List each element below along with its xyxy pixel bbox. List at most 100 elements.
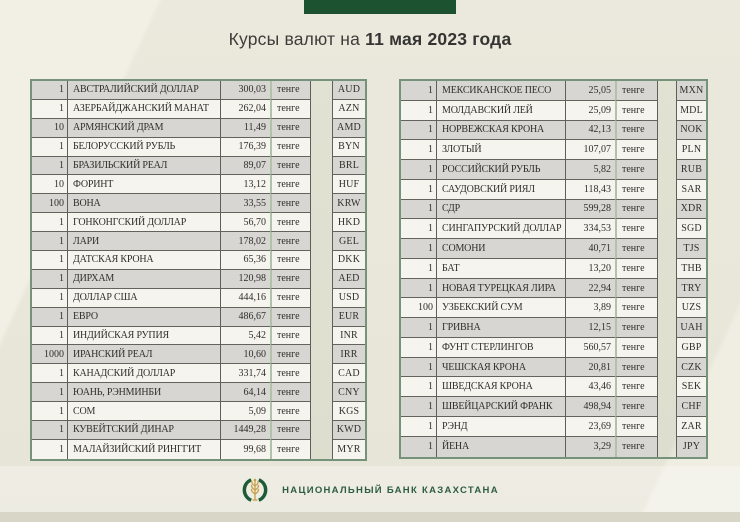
spacer-cell bbox=[658, 436, 676, 457]
rate-cell: 599,28 bbox=[566, 199, 615, 220]
quantity-cell: 1 bbox=[32, 402, 68, 422]
currency-code-cell: KGS bbox=[332, 402, 365, 422]
unit-cell: тенге bbox=[615, 377, 658, 398]
spacer-cell bbox=[311, 118, 332, 138]
quantity-cell: 1 bbox=[401, 199, 437, 220]
table-row: 10 АРМЯНСКИЙ ДРАМ 11,49 тенге AMD bbox=[32, 118, 365, 138]
quantity-cell: 1 bbox=[401, 278, 437, 299]
currency-name-cell: СИНГАПУРСКИЙ ДОЛЛАР bbox=[437, 219, 566, 240]
unit-cell: тенге bbox=[615, 140, 658, 161]
quantity-cell: 1 bbox=[32, 251, 68, 270]
currency-name-cell: ДОЛЛАР США bbox=[68, 288, 221, 308]
unit-cell: тенге bbox=[270, 307, 311, 327]
table-row: 1 СДР 599,28 тенге XDR bbox=[401, 199, 706, 220]
currency-code-cell: MXN bbox=[676, 81, 706, 101]
rate-cell: 10,60 bbox=[221, 345, 270, 365]
rate-cell: 107,07 bbox=[566, 140, 615, 161]
rates-table-left: 1 АВСТРАЛИЙСКИЙ ДОЛЛАР 300,03 тенге AUD … bbox=[30, 79, 367, 461]
footer: НАЦИОНАЛЬНЫЙ БАНК КАЗАХСТАНА bbox=[0, 472, 740, 508]
rate-cell: 25,05 bbox=[566, 81, 615, 101]
rate-cell: 13,12 bbox=[221, 175, 270, 195]
rate-cell: 3,29 bbox=[566, 436, 615, 457]
table-row: 1 МАЛАЙЗИЙСКИЙ РИНГГИТ 99,68 тенге MYR bbox=[32, 439, 365, 459]
table-row: 1 ДОЛЛАР США 444,16 тенге USD bbox=[32, 288, 365, 308]
unit-cell: тенге bbox=[615, 318, 658, 338]
quantity-cell: 1 bbox=[32, 307, 68, 327]
table-row: 100 УЗБЕКСКИЙ СУМ 3,89 тенге UZS bbox=[401, 298, 706, 319]
currency-code-cell: CNY bbox=[332, 383, 365, 403]
table-row: 1 СОМОНИ 40,71 тенге TJS bbox=[401, 239, 706, 259]
currency-name-cell: ЕВРО bbox=[68, 307, 221, 327]
rate-cell: 11,49 bbox=[221, 118, 270, 138]
table-row: 1 СИНГАПУРСКИЙ ДОЛЛАР 334,53 тенге SGD bbox=[401, 219, 706, 240]
quantity-cell: 1 bbox=[401, 357, 437, 378]
currency-name-cell: ШВЕДСКАЯ КРОНА bbox=[437, 377, 566, 398]
table-row: 1 ГРИВНА 12,15 тенге UAH bbox=[401, 318, 706, 338]
currency-code-cell: SGD bbox=[676, 219, 706, 240]
currency-code-cell: CAD bbox=[332, 364, 365, 384]
rate-cell: 65,36 bbox=[221, 251, 270, 270]
spacer-cell bbox=[311, 232, 332, 252]
quantity-cell: 1 bbox=[401, 219, 437, 240]
currency-name-cell: РОССИЙСКИЙ РУБЛЬ bbox=[437, 160, 566, 180]
currency-code-cell: NOK bbox=[676, 120, 706, 141]
rate-cell: 300,03 bbox=[221, 81, 270, 100]
spacer-cell bbox=[311, 402, 332, 422]
currency-name-cell: РЭНД bbox=[437, 417, 566, 437]
currency-code-cell: HUF bbox=[332, 175, 365, 195]
table-row: 1 ГОНКОНГСКИЙ ДОЛЛАР 56,70 тенге HKD bbox=[32, 213, 365, 233]
currency-code-cell: RUB bbox=[676, 160, 706, 180]
unit-cell: тенге bbox=[615, 298, 658, 319]
quantity-cell: 1 bbox=[401, 337, 437, 358]
table-row: 1 СОМ 5,09 тенге KGS bbox=[32, 402, 365, 422]
currency-name-cell: АВСТРАЛИЙСКИЙ ДОЛЛАР bbox=[68, 81, 221, 100]
rate-cell: 40,71 bbox=[566, 239, 615, 259]
table-row: 1 ЧЕШСКАЯ КРОНА 20,81 тенге CZK bbox=[401, 357, 706, 378]
currency-code-cell: USD bbox=[332, 288, 365, 308]
currency-code-cell: GEL bbox=[332, 232, 365, 252]
spacer-cell bbox=[311, 99, 332, 119]
spacer-cell bbox=[311, 251, 332, 270]
unit-cell: тенге bbox=[615, 219, 658, 240]
spacer-cell bbox=[311, 439, 332, 459]
spacer-cell bbox=[311, 156, 332, 176]
table-row: 1 КАНАДСКИЙ ДОЛЛАР 331,74 тенге CAD bbox=[32, 364, 365, 384]
table-row: 1 ЮАНЬ, РЭНМИНБИ 64,14 тенге CNY bbox=[32, 383, 365, 403]
rate-cell: 25,09 bbox=[566, 100, 615, 121]
table-row: 10 ФОРИНТ 13,12 тенге HUF bbox=[32, 175, 365, 195]
unit-cell: тенге bbox=[615, 239, 658, 259]
currency-name-cell: ЧЕШСКАЯ КРОНА bbox=[437, 357, 566, 378]
currency-code-cell: KWD bbox=[332, 421, 365, 440]
unit-cell: тенге bbox=[270, 288, 311, 308]
currency-code-cell: CZK bbox=[676, 357, 706, 378]
quantity-cell: 1 bbox=[32, 439, 68, 459]
currency-name-cell: ЗЛОТЫЙ bbox=[437, 140, 566, 161]
table-row: 1 РОССИЙСКИЙ РУБЛЬ 5,82 тенге RUB bbox=[401, 160, 706, 180]
quantity-cell: 1 bbox=[32, 99, 68, 119]
spacer-cell bbox=[658, 199, 676, 220]
unit-cell: тенге bbox=[270, 402, 311, 422]
unit-cell: тенге bbox=[615, 120, 658, 141]
table-row: 1 РЭНД 23,69 тенге ZAR bbox=[401, 417, 706, 437]
currency-name-cell: ГРИВНА bbox=[437, 318, 566, 338]
currency-code-cell: JPY bbox=[676, 436, 706, 457]
quantity-cell: 1 bbox=[401, 100, 437, 121]
unit-cell: тенге bbox=[615, 397, 658, 418]
currency-code-cell: BRL bbox=[332, 156, 365, 176]
currency-code-cell: SEK bbox=[676, 377, 706, 398]
spacer-cell bbox=[311, 307, 332, 327]
currency-name-cell: БЕЛОРУССКИЙ РУБЛЬ bbox=[68, 137, 221, 157]
currency-name-cell: СДР bbox=[437, 199, 566, 220]
rate-cell: 331,74 bbox=[221, 364, 270, 384]
table-row: 1 ЗЛОТЫЙ 107,07 тенге PLN bbox=[401, 140, 706, 161]
spacer-cell bbox=[658, 298, 676, 319]
currency-code-cell: AUD bbox=[332, 81, 365, 100]
unit-cell: тенге bbox=[615, 100, 658, 121]
table-row: 1 МЕКСИКАНСКОЕ ПЕСО 25,05 тенге MXN bbox=[401, 81, 706, 101]
table-row: 1 МОЛДАВСКИЙ ЛЕЙ 25,09 тенге MDL bbox=[401, 100, 706, 121]
currency-name-cell: ЮАНЬ, РЭНМИНБИ bbox=[68, 383, 221, 403]
currency-name-cell: АРМЯНСКИЙ ДРАМ bbox=[68, 118, 221, 138]
table-row: 1 АЗЕРБАЙДЖАНСКИЙ МАНАТ 262,04 тенге AZN bbox=[32, 99, 365, 119]
unit-cell: тенге bbox=[615, 357, 658, 378]
